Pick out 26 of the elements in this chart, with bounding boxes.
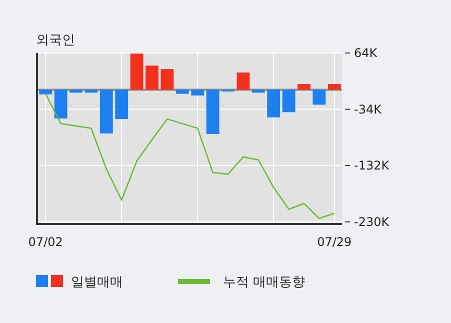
bar xyxy=(160,69,174,90)
bar xyxy=(115,90,128,120)
line-series xyxy=(44,93,336,220)
x-tick-label: 07/29 xyxy=(317,235,352,249)
bar xyxy=(146,66,158,90)
x-tick-label: 07/02 xyxy=(28,235,63,249)
bar xyxy=(328,84,341,90)
bar xyxy=(100,90,113,134)
bar xyxy=(39,90,52,94)
bar xyxy=(282,90,296,112)
y-tick-label: -34K xyxy=(354,102,383,116)
bar xyxy=(298,84,310,90)
bar xyxy=(130,54,144,90)
legend-label: 일별매매 xyxy=(71,275,123,290)
y-tick-label: -132K xyxy=(354,158,390,173)
bar xyxy=(206,90,220,134)
bar xyxy=(267,90,280,118)
bar xyxy=(176,90,189,94)
bar xyxy=(54,90,68,118)
legend-label: 누적 매매동향 xyxy=(223,275,306,290)
bar xyxy=(312,90,326,105)
chart-title: 외국인 xyxy=(36,33,75,48)
y-tick-label: 64K xyxy=(354,46,378,60)
y-tick-label: -230K xyxy=(354,214,390,229)
bar xyxy=(236,72,250,90)
bar xyxy=(191,90,204,96)
